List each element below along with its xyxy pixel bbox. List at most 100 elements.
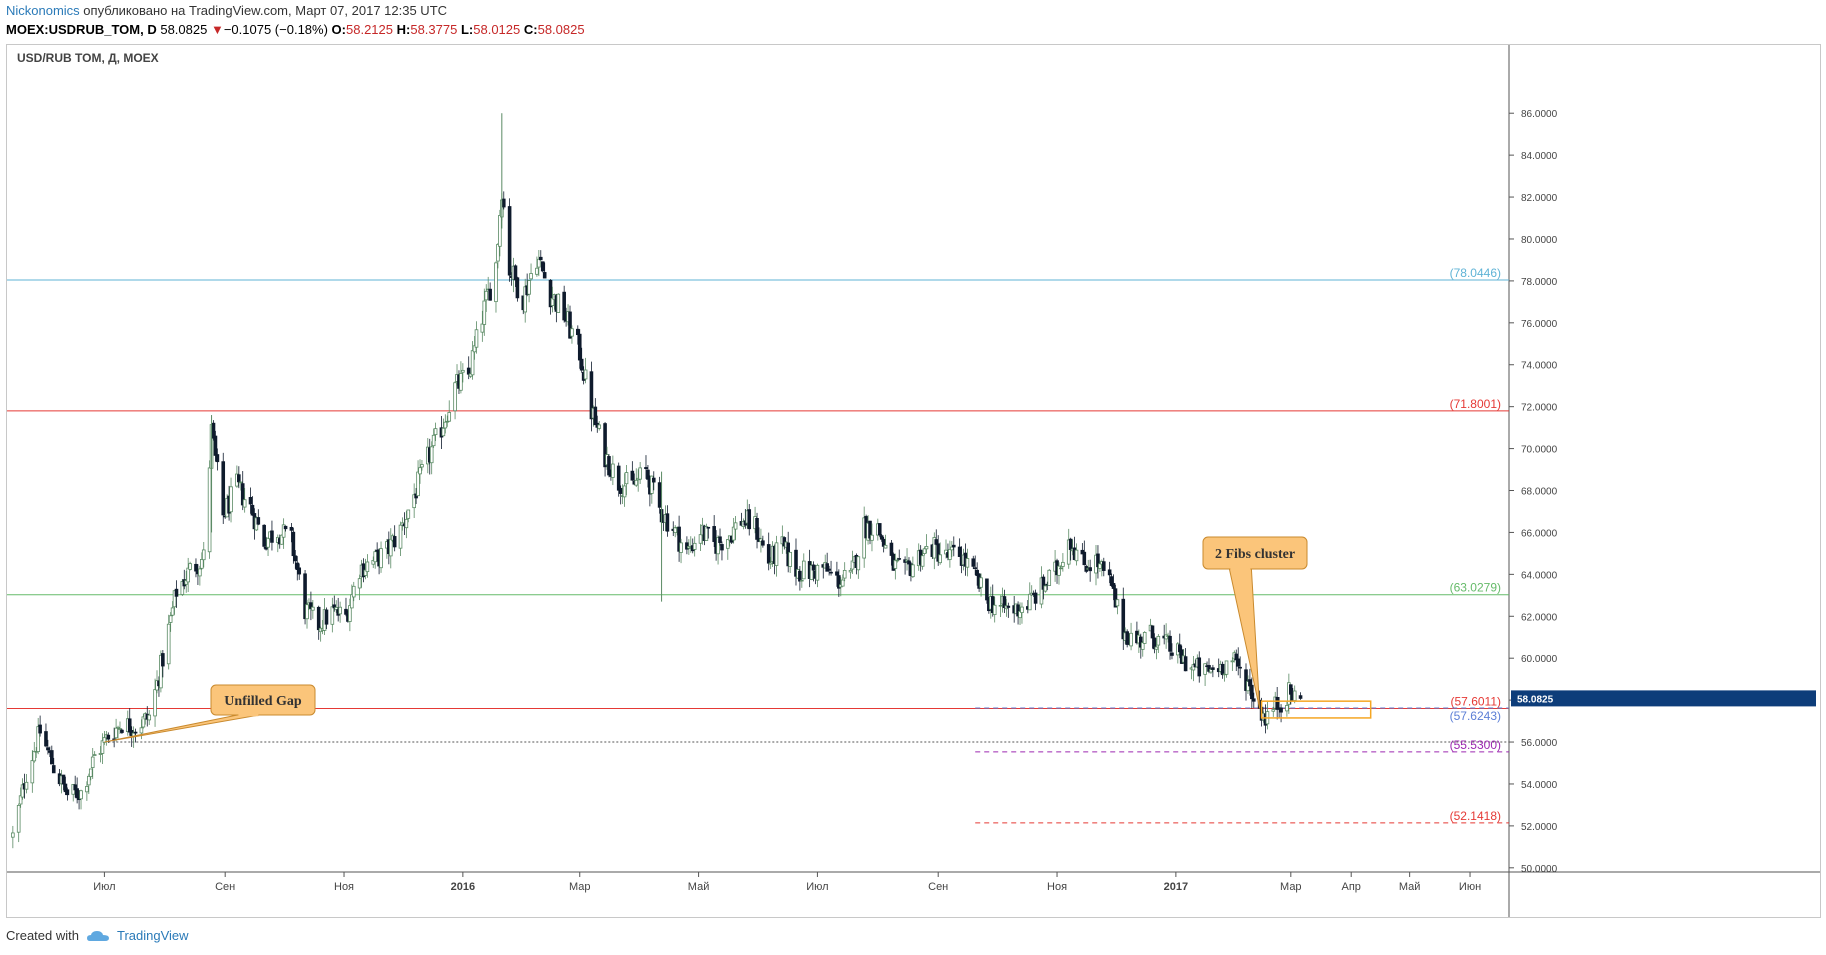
candle-body (166, 623, 171, 665)
time-tick-label: Мар (1280, 881, 1302, 893)
candle-body (324, 609, 329, 625)
price-tick-label: 80.0000 (1521, 235, 1558, 246)
candle-body (295, 562, 300, 570)
author-link[interactable]: Nickonomics (6, 3, 80, 18)
chart-area[interactable]: USD/RUB TOM, Д, MOEX 50.0000 52.0000 54.00… (6, 44, 1821, 918)
candle-body (24, 781, 29, 790)
candle-body (348, 605, 352, 622)
price-chart[interactable]: USD/RUB TOM, Д, MOEX 50.0000 52.0000 54.00… (7, 45, 1820, 917)
fib-level-label: (57.6011) (1451, 694, 1501, 708)
candle-body (1203, 663, 1207, 675)
candle-body (153, 689, 157, 717)
candle-body (1152, 637, 1157, 650)
low-value: 58.0125 (473, 22, 521, 37)
price-tick-label: 74.0000 (1521, 361, 1558, 372)
highlight-box[interactable] (1260, 700, 1372, 719)
candle-body (357, 578, 362, 589)
candle-body (879, 535, 884, 540)
callout-box[interactable] (1202, 536, 1308, 570)
candle-body (85, 786, 89, 793)
candle-body (1224, 660, 1229, 675)
time-tick-label: Ноя (334, 881, 354, 893)
candle-body (768, 562, 773, 565)
candle-body (118, 728, 122, 730)
candle-body (1177, 644, 1182, 653)
candle-body (1002, 596, 1007, 609)
price-tick-label: 62.0000 (1521, 612, 1558, 623)
candle-body (540, 261, 545, 272)
candle-body (895, 559, 900, 562)
candle-body (371, 560, 376, 565)
candle-body (877, 523, 882, 536)
candle-body (350, 594, 354, 609)
candle-body (116, 726, 120, 729)
candle-body (459, 373, 463, 391)
candle-body (589, 371, 594, 420)
candle-body (289, 526, 294, 531)
change-value: −0.1075 (−0.18%) (223, 22, 328, 37)
candle-body (256, 517, 261, 525)
candle-body (944, 549, 948, 555)
price-tick-label: 84.0000 (1521, 151, 1558, 162)
fib-level-label: (55.5300) (1450, 738, 1501, 752)
candle-body (1061, 561, 1065, 567)
candle-body (1170, 652, 1174, 656)
candle-body (207, 467, 212, 553)
candle-body (1298, 695, 1303, 699)
candle-body (1191, 664, 1196, 671)
candle-body (538, 256, 543, 261)
open-value: 58.2125 (346, 22, 393, 37)
time-tick-label: Сен (215, 881, 235, 893)
candle-body (568, 311, 572, 339)
callout-box[interactable] (210, 684, 316, 716)
candle-body (1238, 666, 1242, 669)
candle-body (1059, 567, 1063, 570)
candle-body (1020, 606, 1024, 613)
candle-body (840, 579, 845, 587)
candle-body (106, 734, 111, 740)
time-tick-label: Май (688, 881, 710, 893)
candle-body (420, 464, 424, 468)
candle-body (712, 526, 716, 542)
candle-body (657, 482, 662, 508)
candle-body (644, 467, 648, 469)
candle-body (856, 556, 861, 571)
time-tick-label: Июл (93, 881, 115, 893)
candle-body (303, 573, 307, 620)
candle-body (334, 607, 339, 611)
candle-body (1139, 636, 1143, 648)
candle-body (184, 580, 189, 585)
candle-body (1271, 709, 1276, 712)
candle-body (141, 716, 146, 728)
candle-body (651, 477, 656, 483)
candle-body (809, 565, 814, 580)
candle-body (677, 526, 681, 552)
candle-body (344, 608, 348, 615)
candle-body (73, 784, 77, 791)
candle-body (907, 560, 911, 565)
candle-body (618, 487, 623, 494)
candle-body (1039, 577, 1044, 605)
candle-body (63, 783, 68, 793)
candle-body (622, 485, 627, 498)
chart-title: USD/RUB TOM, Д, MOEX (17, 51, 159, 65)
candle-body (548, 279, 553, 308)
time-tick-label: 2016 (451, 881, 475, 893)
price-tick-label: 86.0000 (1521, 109, 1558, 120)
candle-body (761, 540, 765, 546)
candle-body (1016, 604, 1020, 617)
last-price-badge (1511, 690, 1816, 707)
tradingview-link[interactable]: TradingView (116, 928, 189, 943)
candle-body (1057, 565, 1061, 576)
candle-body (704, 526, 709, 541)
candle-body (679, 542, 683, 553)
candle-body (1121, 598, 1126, 640)
candle-body (388, 538, 393, 557)
candle-body (332, 604, 337, 609)
candle-body (801, 560, 806, 580)
candle-body (61, 774, 66, 785)
candle-body (127, 718, 132, 733)
candle-body (922, 548, 927, 554)
time-tick-label: Сен (928, 881, 948, 893)
candle-body (951, 544, 956, 548)
